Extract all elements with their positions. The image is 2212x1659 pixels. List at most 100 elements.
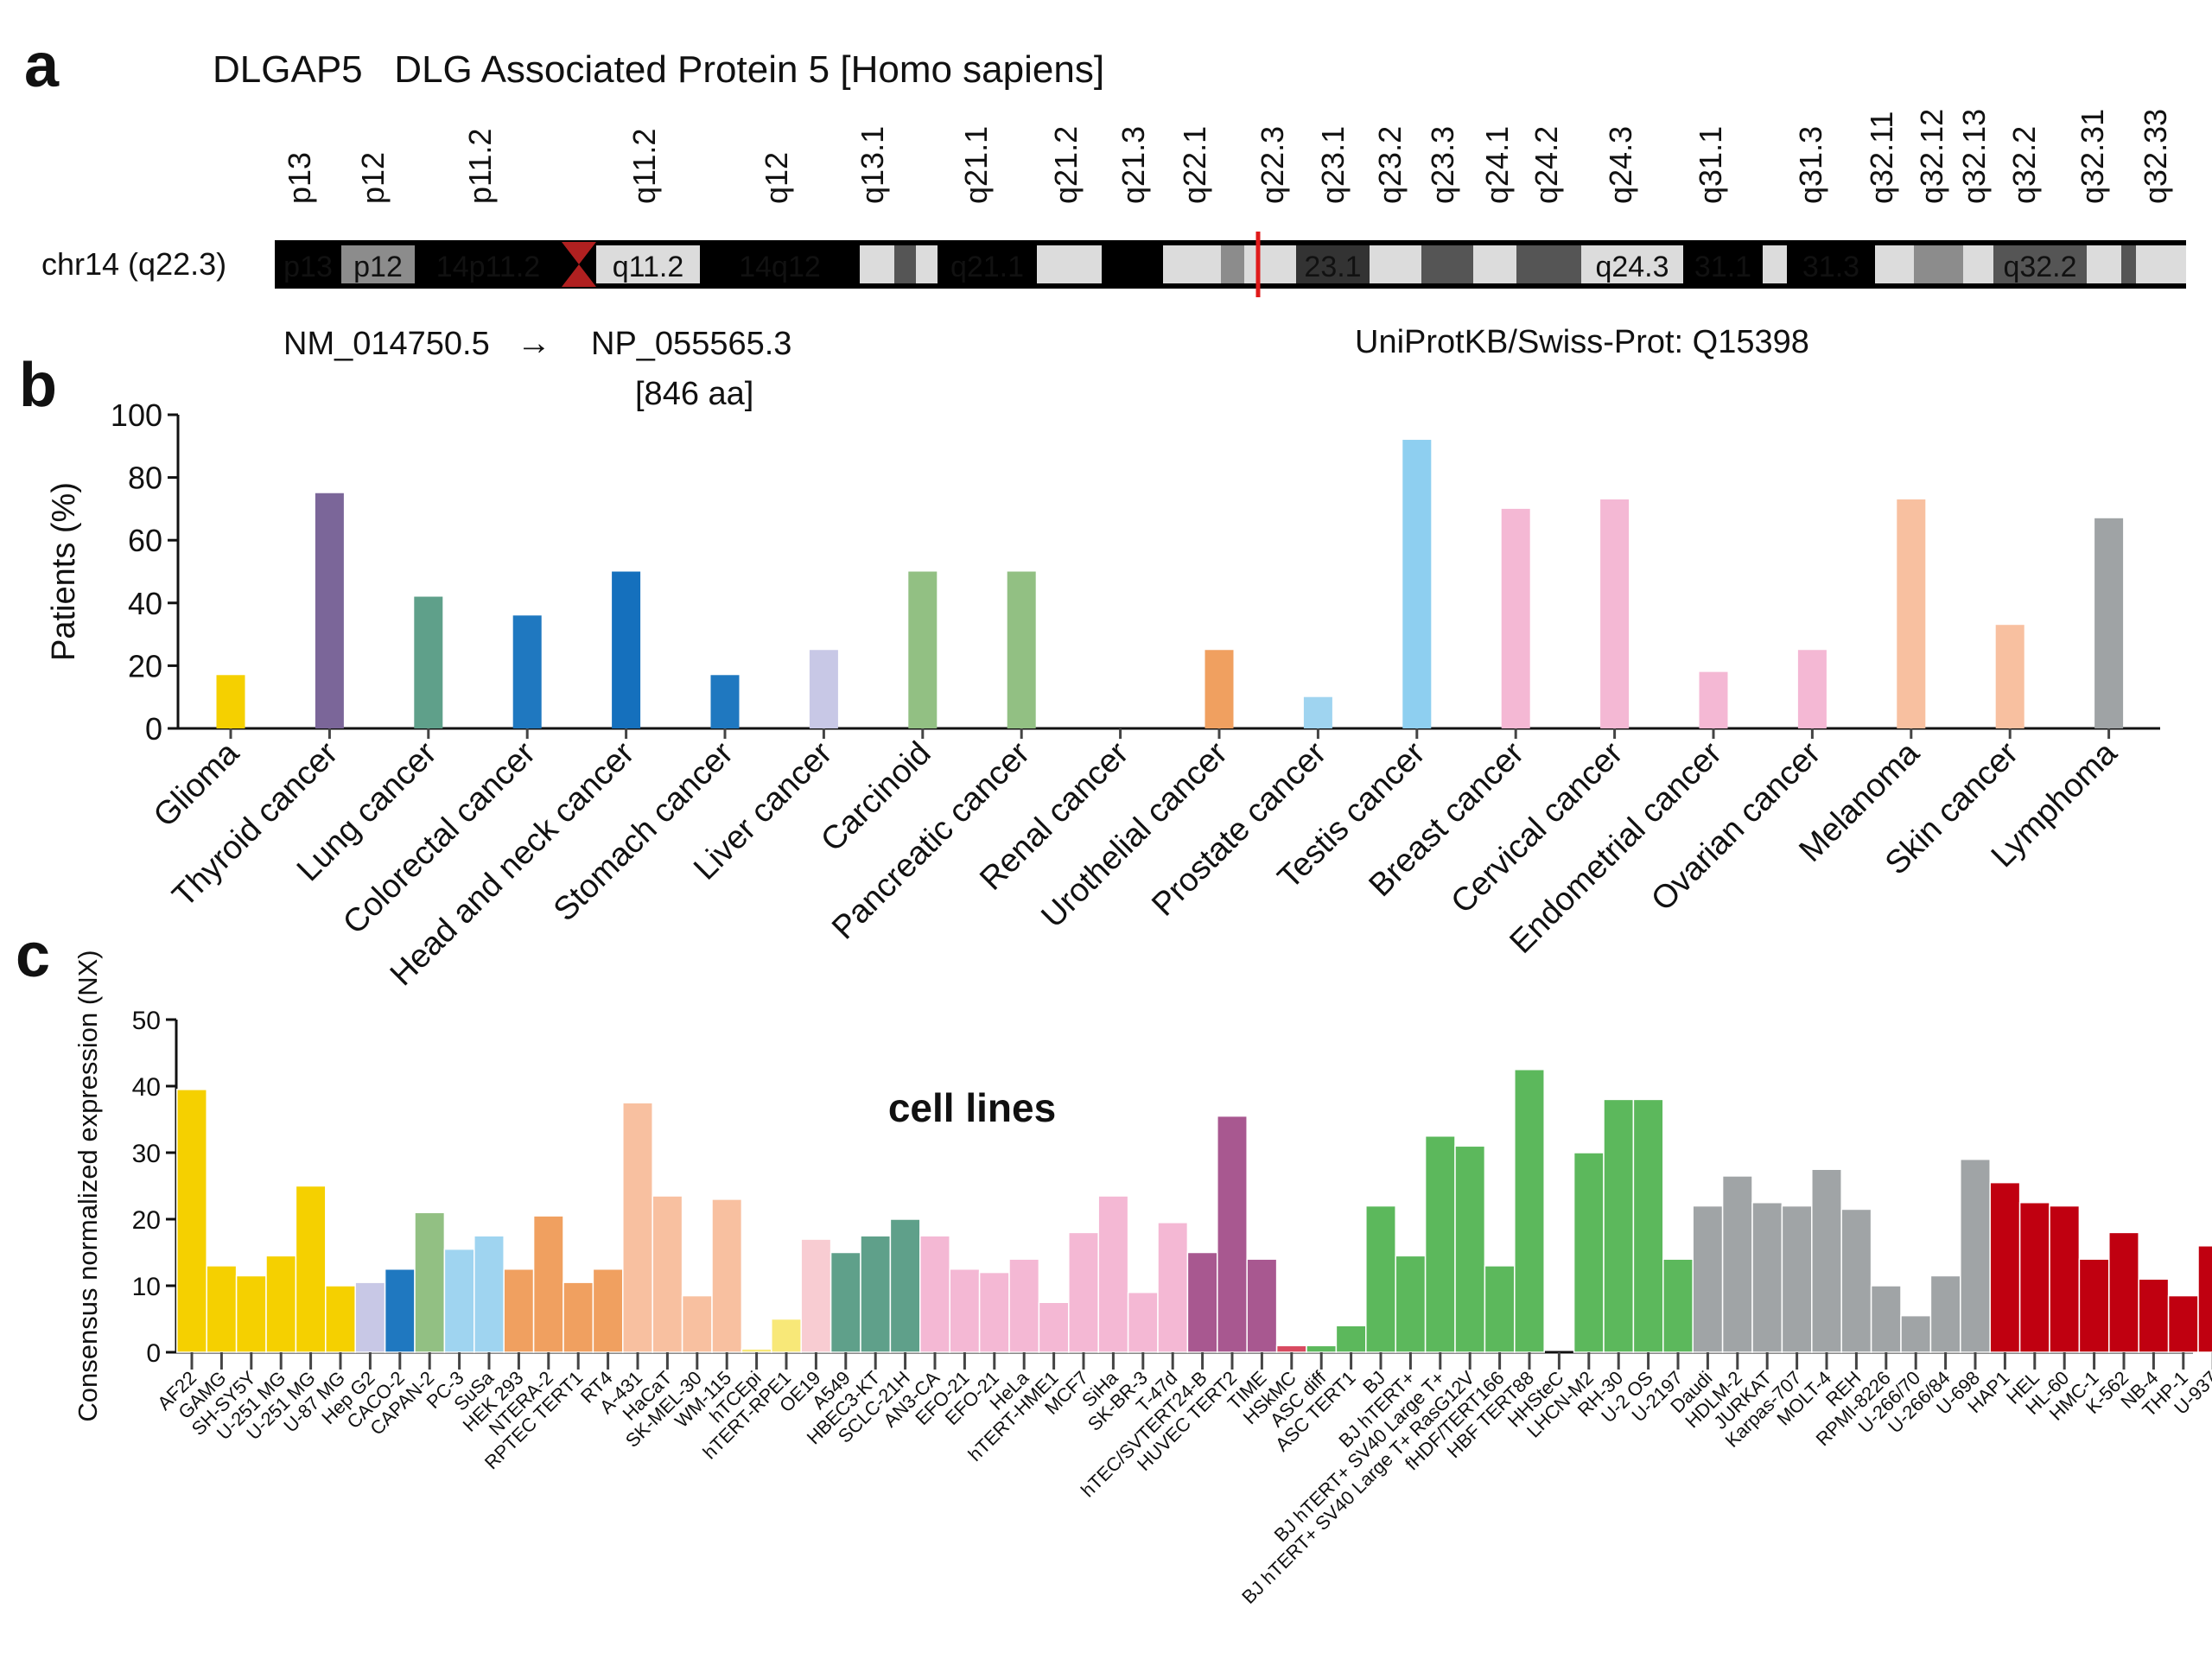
chromosome-band — [1421, 245, 1473, 283]
y-tick-label: 60 — [128, 523, 162, 558]
x-tick-label: Prostate cancer — [1145, 734, 1333, 923]
bar — [809, 650, 838, 728]
chromosome-band — [1787, 245, 1875, 283]
band-tick-label: q24.1 — [1479, 126, 1515, 204]
bar — [414, 596, 443, 728]
bar — [1365, 1205, 1396, 1353]
bar — [512, 615, 542, 728]
bar — [1781, 1205, 1813, 1353]
bar — [1007, 571, 1036, 728]
chromosome-band — [938, 245, 1037, 283]
band-tick-label: p12 — [355, 152, 391, 204]
chromosome-band — [275, 245, 341, 283]
bar — [1692, 1205, 1724, 1353]
bar — [1068, 1231, 1099, 1353]
band-tick-label: q31.3 — [1793, 126, 1828, 204]
bar — [315, 493, 344, 728]
bar — [235, 1274, 267, 1353]
bar — [771, 1318, 802, 1353]
band-label: q24.3 — [1595, 251, 1669, 283]
y-tick-label: 80 — [128, 461, 162, 496]
bar — [1897, 499, 1926, 728]
band-tick-label: q13.1 — [855, 126, 890, 204]
bar — [1662, 1258, 1694, 1353]
bar — [741, 1348, 772, 1353]
bar — [1632, 1098, 1664, 1353]
chromosome-band — [894, 245, 916, 283]
chart-title: cell lines — [888, 1085, 1056, 1130]
bar — [474, 1235, 505, 1353]
bar — [652, 1195, 683, 1353]
band-tick-label: q21.3 — [1116, 126, 1151, 204]
bar — [1008, 1258, 1040, 1353]
chromosome-band — [1963, 245, 1993, 283]
chromosome-band — [1581, 245, 1683, 283]
bar — [2018, 1202, 2050, 1353]
bar — [443, 1248, 475, 1353]
bar — [354, 1281, 386, 1353]
band-tick-label: q22.1 — [1177, 126, 1212, 204]
bar — [860, 1235, 892, 1353]
panel-letter-b: b — [19, 351, 57, 420]
band-label: q21.1 — [950, 251, 1024, 283]
bar — [1514, 1069, 1545, 1353]
bar — [1246, 1258, 1278, 1353]
bar — [563, 1281, 594, 1353]
bar — [176, 1089, 207, 1353]
bar — [1038, 1301, 1070, 1353]
bar — [503, 1268, 535, 1353]
bar — [1275, 1344, 1307, 1353]
chromosome-band — [1683, 245, 1763, 283]
bar — [1995, 625, 2024, 728]
bar — [1811, 1168, 1842, 1353]
band-tick-label: q23.1 — [1315, 126, 1351, 204]
bar — [1395, 1255, 1427, 1353]
y-axis-label: Consensus normalized expression (NX) — [73, 950, 103, 1421]
bar — [1402, 440, 1432, 728]
bar — [978, 1271, 1010, 1353]
bar — [1989, 1181, 2021, 1353]
bar — [1484, 1265, 1516, 1353]
bar — [919, 1235, 950, 1353]
band-label: 31.3 — [1802, 251, 1859, 283]
band-tick-label: q32.33 — [2138, 109, 2173, 204]
chromosome-band — [1102, 245, 1163, 283]
panel-letter-c: c — [16, 921, 50, 990]
bar — [1699, 671, 1728, 728]
y-tick-label: 100 — [111, 397, 162, 433]
bar — [889, 1218, 921, 1353]
y-axis-label: Patients (%) — [46, 482, 82, 661]
bar — [532, 1215, 564, 1353]
band-tick-label: q32.12 — [1914, 109, 1949, 204]
chromosome-band — [2121, 245, 2136, 283]
bar — [265, 1255, 297, 1353]
bar — [711, 1198, 743, 1353]
bar — [1335, 1325, 1367, 1353]
band-label: q32.2 — [2003, 251, 2076, 283]
transcript-id: NM_014750.5 — [283, 326, 490, 362]
band-label: 31.1 — [1694, 251, 1751, 283]
bar — [1217, 1115, 1248, 1353]
chromosome-band — [341, 245, 415, 283]
bar — [710, 675, 740, 728]
bar — [1157, 1222, 1189, 1353]
band-tick-label: q23.3 — [1425, 126, 1460, 204]
bar — [612, 571, 641, 728]
band-tick-label: q24.2 — [1529, 126, 1564, 204]
bar — [2049, 1205, 2081, 1353]
chromosome-band — [1473, 245, 1516, 283]
bar — [800, 1238, 832, 1353]
bar — [1303, 696, 1332, 728]
band-tick-label: q21.2 — [1048, 126, 1084, 204]
chromosome-band — [700, 245, 860, 283]
band-tick-label: p11.2 — [462, 129, 498, 204]
chromosome-band — [596, 245, 700, 283]
protein-length: [846 aa] — [635, 376, 753, 412]
chromosome-band — [1037, 245, 1102, 283]
protein-id: NP_055565.3 — [591, 326, 791, 362]
chromosome-band — [1296, 245, 1370, 283]
bar — [384, 1268, 416, 1353]
bar — [1186, 1251, 1218, 1353]
band-tick-label: q24.3 — [1603, 126, 1638, 204]
x-tick-label: Cervical cancer — [1444, 734, 1630, 920]
